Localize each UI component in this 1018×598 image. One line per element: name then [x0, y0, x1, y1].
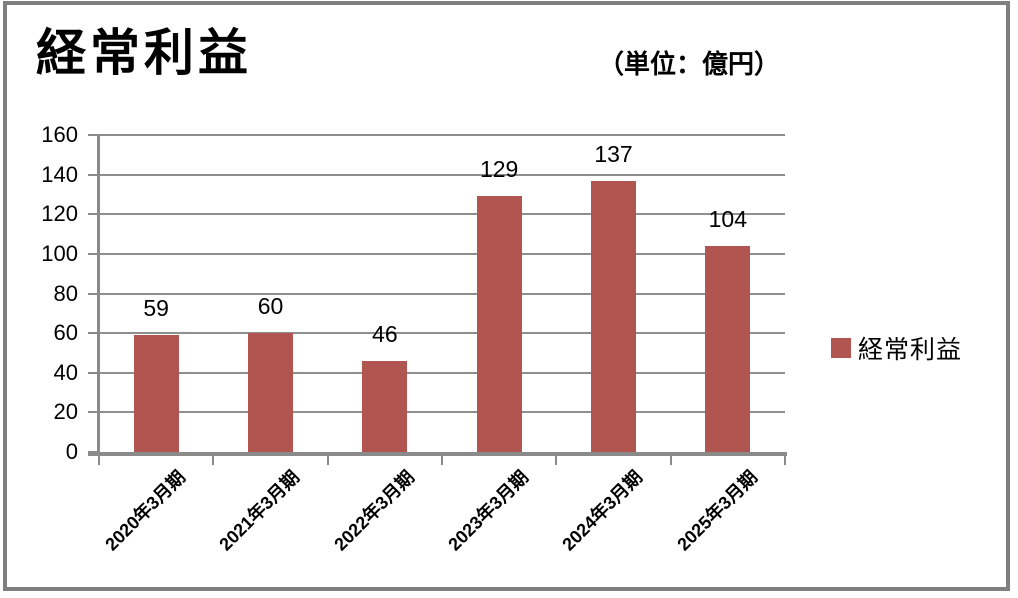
y-axis	[97, 135, 100, 456]
x-category-label: 2021年3月期	[215, 466, 304, 555]
chart-title: 経常利益	[36, 25, 252, 81]
y-tick-label: 160	[41, 122, 78, 147]
bar-2023年3月期	[476, 196, 522, 452]
y-axis-tick	[88, 332, 99, 335]
bar-2022年3月期	[362, 360, 408, 452]
y-tick-label: 20	[53, 399, 78, 425]
x-axis-tick	[98, 456, 100, 465]
y-axis-tick	[88, 173, 99, 176]
gridline	[99, 332, 785, 335]
y-tick-label: 140	[41, 161, 78, 187]
y-tick-label: 40	[53, 359, 78, 385]
gridline	[99, 411, 785, 414]
value-label: 46	[372, 320, 398, 347]
x-axis-tick	[555, 456, 558, 465]
x-category-label: 2020年3月期	[101, 466, 190, 555]
y-tick-label: 60	[53, 320, 78, 346]
value-label: 59	[143, 295, 169, 322]
x-axis-tick	[326, 456, 329, 465]
y-axis-tick	[88, 134, 99, 136]
bar-2021年3月期	[248, 333, 293, 452]
y-axis-tick	[88, 252, 99, 255]
y-axis-tick	[88, 371, 99, 374]
value-label: 104	[708, 205, 748, 232]
unit-label: （単位：億円）	[598, 49, 781, 79]
gridline	[99, 371, 785, 374]
gridline	[99, 252, 785, 255]
bar-2025年3月期	[705, 245, 751, 452]
y-tick-label: 100	[41, 240, 78, 266]
y-axis-tick	[88, 292, 99, 295]
y-tick-label: 0	[65, 439, 78, 464]
x-category-label: 2022年3月期	[330, 466, 418, 555]
x-axis-tick	[669, 456, 672, 465]
x-axis-tick	[784, 456, 786, 465]
y-axis-tick	[88, 213, 99, 216]
gridline	[99, 173, 785, 176]
gridline	[99, 213, 785, 216]
y-tick-label: 120	[41, 201, 78, 227]
legend-swatch-icon	[831, 338, 851, 358]
legend: 経常利益	[831, 330, 962, 366]
x-axis-tick	[212, 456, 215, 465]
value-label: 137	[594, 140, 633, 167]
x-category-label: 2023年3月期	[444, 466, 533, 555]
gridline	[99, 292, 785, 295]
x-axis	[88, 452, 787, 456]
legend-label: 経常利益	[858, 336, 963, 364]
value-label: 129	[479, 156, 519, 183]
gridline	[99, 134, 785, 136]
x-category-label: 2025年3月期	[673, 466, 761, 555]
x-axis-tick	[441, 456, 443, 465]
value-label: 60	[257, 293, 284, 320]
x-category-label: 2024年3月期	[558, 466, 647, 555]
y-axis-tick	[88, 411, 99, 414]
y-tick-label: 80	[53, 280, 78, 306]
bar-2024年3月期	[591, 180, 636, 452]
bar-2020年3月期	[133, 335, 179, 452]
